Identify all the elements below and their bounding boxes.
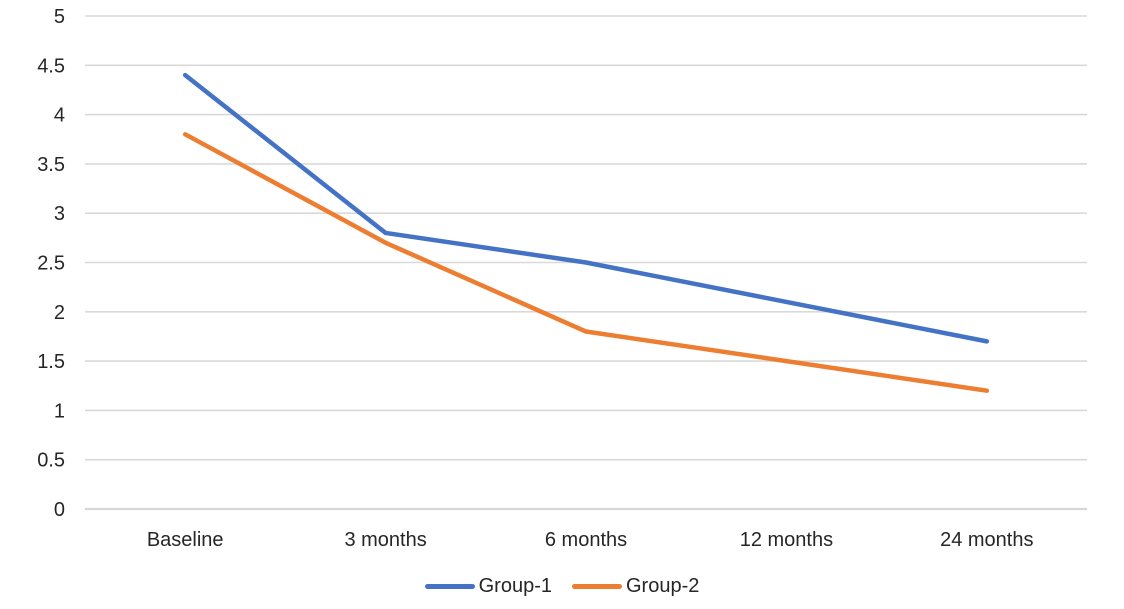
series-line-group-1 [182, 72, 990, 344]
legend-swatch-group2 [572, 583, 622, 589]
y-axis-tick-label: 4.5 [37, 55, 65, 77]
legend-item-group1: Group-1 [424, 575, 552, 597]
x-axis-category-label: 3 months [344, 529, 426, 551]
legend-item-group2: Group-2 [572, 576, 699, 596]
x-axis-category-label: 24 months [940, 529, 1033, 551]
y-axis-tick-label: 0 [54, 499, 65, 521]
y-axis-tick-label: 5 [54, 6, 65, 28]
y-axis-tick-label: 3 [54, 203, 65, 225]
x-axis-category-label: 12 months [740, 529, 833, 551]
y-axis-tick-label: 2 [54, 302, 65, 324]
y-axis-tick-label: 1.5 [37, 351, 65, 373]
x-axis-category-label: Baseline [147, 529, 224, 551]
series-line-group-2 [182, 132, 990, 393]
x-axis-category-label: 6 months [545, 529, 627, 551]
legend-label-group1: Group-1 [478, 575, 552, 597]
y-axis-tick-label: 0.5 [37, 450, 65, 472]
chart-legend: Group-1 Group-2 [0, 576, 1124, 596]
legend-swatch-group1 [424, 583, 475, 589]
y-axis-tick-label: 2.5 [37, 253, 65, 275]
y-axis-tick-label: 4 [54, 105, 65, 127]
y-axis-tick-label: 1 [54, 400, 65, 422]
legend-label-group2: Group-2 [626, 575, 700, 597]
y-axis-tick-label: 3.5 [37, 154, 65, 176]
